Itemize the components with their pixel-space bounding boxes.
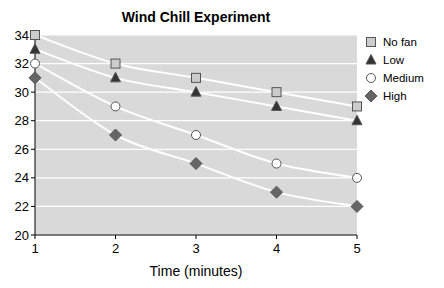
plot-area — [35, 35, 357, 235]
legend-marker — [365, 90, 377, 102]
legend-label: Medium — [383, 72, 424, 84]
y-tick-label: 32 — [15, 56, 29, 71]
x-tick — [35, 235, 36, 239]
y-tick — [31, 92, 35, 93]
x-axis-label: Time (minutes) — [150, 263, 243, 279]
data-point — [31, 31, 40, 40]
y-tick — [31, 120, 35, 121]
legend-label: Low — [383, 54, 405, 66]
y-tick-label: 34 — [15, 28, 29, 43]
y-tick-label: 24 — [15, 170, 29, 185]
x-tick — [196, 235, 197, 239]
legend-marker — [366, 55, 376, 65]
data-point — [271, 186, 283, 198]
legend: No fan Low Medium High — [365, 36, 424, 102]
grid-line — [35, 177, 357, 178]
data-point — [272, 88, 281, 97]
legend-marker — [367, 38, 376, 47]
x-tick-label: 1 — [31, 241, 38, 256]
data-point — [111, 72, 121, 82]
data-point — [31, 59, 40, 68]
legend-label: High — [383, 90, 407, 102]
y-tick-label: 28 — [15, 113, 29, 128]
data-point — [29, 72, 41, 84]
title: Wind Chill Experiment — [122, 9, 271, 25]
y-tick-label: 20 — [15, 228, 29, 243]
grid-line — [35, 63, 357, 64]
data-point — [353, 102, 362, 111]
y-tick — [31, 149, 35, 150]
x-tick-label: 4 — [273, 241, 280, 256]
x-axis — [35, 235, 357, 236]
series-line — [35, 49, 357, 120]
grid-line — [35, 206, 357, 207]
series-line — [35, 35, 357, 106]
y-tick — [31, 177, 35, 178]
y-tick — [31, 206, 35, 207]
data-point — [272, 101, 282, 111]
y-tick-label: 30 — [15, 85, 29, 100]
data-point — [191, 87, 201, 97]
grid-line — [35, 34, 357, 35]
legend-label: No fan — [383, 36, 417, 48]
series-line — [35, 78, 357, 207]
grid-line — [35, 120, 357, 121]
data-point — [110, 129, 122, 141]
data-point — [190, 158, 202, 170]
x-tick-label: 2 — [112, 241, 119, 256]
x-tick — [357, 235, 358, 239]
y-tick-label: 26 — [15, 142, 29, 157]
data-point — [111, 102, 120, 111]
y-tick-label: 22 — [15, 199, 29, 214]
series-line — [35, 64, 357, 178]
data-point — [353, 173, 362, 182]
grid-line — [35, 149, 357, 150]
plot-marks — [29, 31, 363, 213]
legend-marker — [367, 74, 376, 83]
data-point — [351, 200, 363, 212]
x-tick-label: 3 — [192, 241, 199, 256]
data-point — [192, 131, 201, 140]
data-point — [111, 59, 120, 68]
grid-line — [35, 234, 357, 235]
y-tick — [31, 235, 35, 236]
x-tick-label: 5 — [353, 241, 360, 256]
data-point — [30, 44, 40, 54]
data-point — [352, 115, 362, 125]
data-point — [192, 73, 201, 82]
data-point — [272, 159, 281, 168]
x-tick — [115, 235, 116, 239]
x-tick — [276, 235, 277, 239]
